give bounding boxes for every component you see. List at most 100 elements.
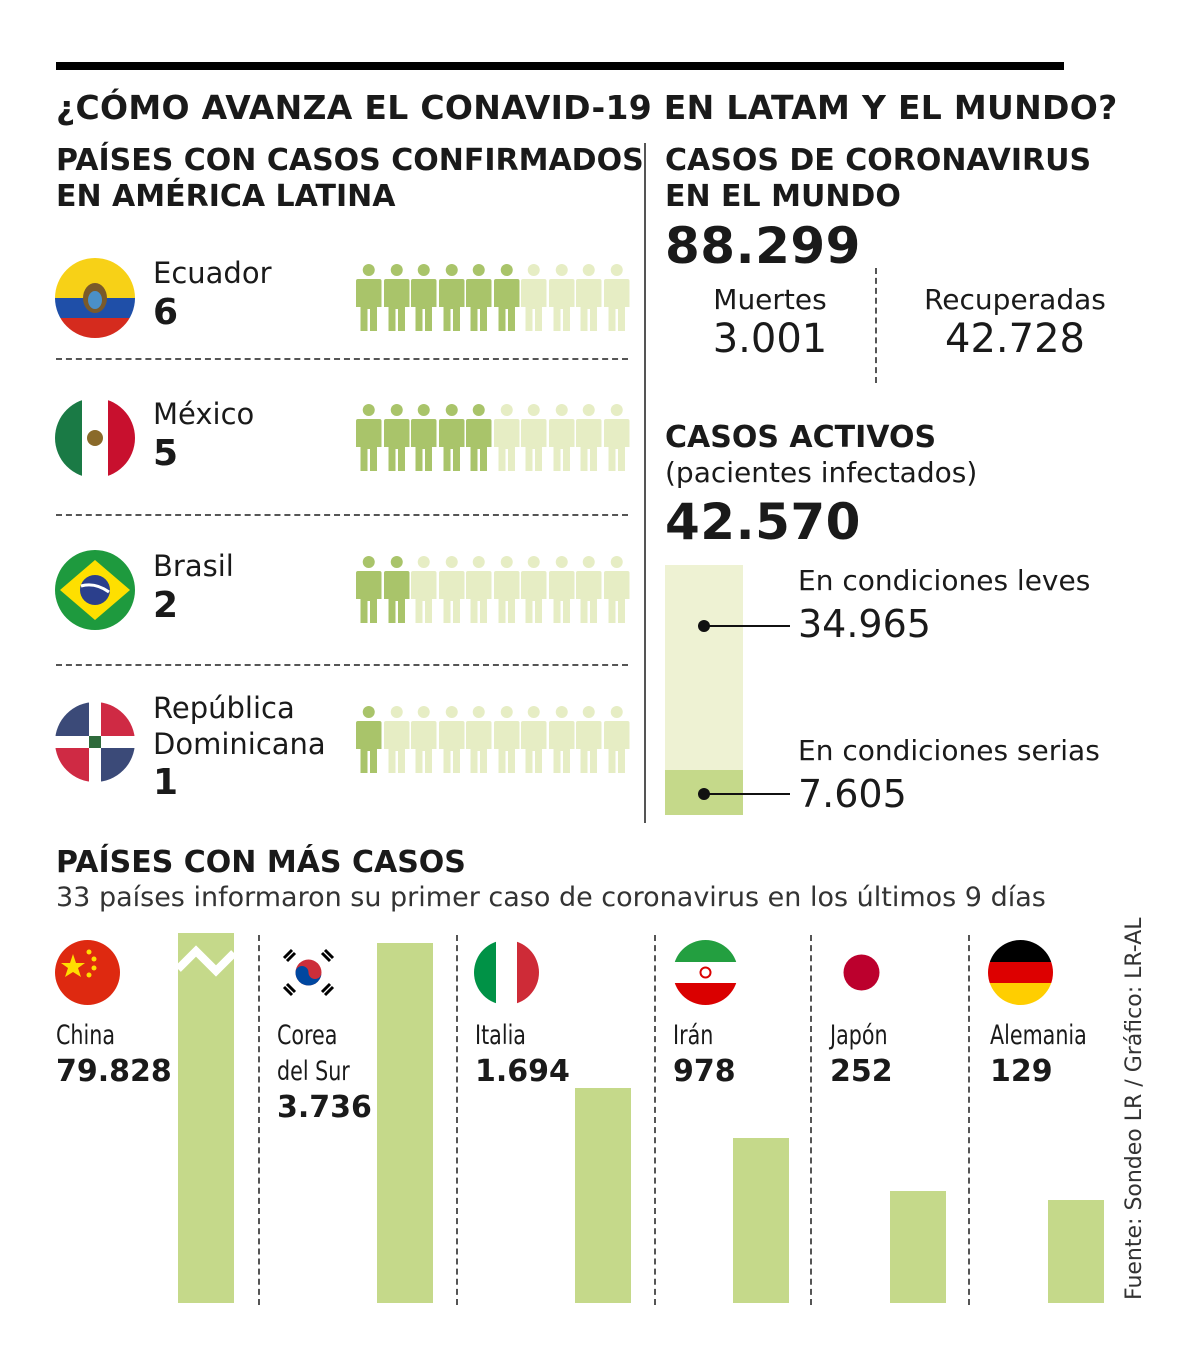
world-heading: CASOS DE CORONAVIRUS EN EL MUNDO xyxy=(665,143,1091,215)
country-name-line1: República xyxy=(153,691,295,725)
person-icon-empty xyxy=(438,705,466,775)
country-count: 5 xyxy=(153,433,179,474)
deaths-stat: Muertes 3.001 xyxy=(680,283,860,362)
person-icon-empty xyxy=(520,705,548,775)
column-label-south-korea: Corea del Sur 3.736 xyxy=(277,1018,372,1125)
serious-value: 7.605 xyxy=(798,772,907,816)
country-name-multiline: República Dominicana xyxy=(153,690,326,762)
serious-label: En condiciones serias xyxy=(798,734,1100,767)
germany-flag-icon xyxy=(988,940,1053,1005)
world-total: 88.299 xyxy=(665,217,861,275)
country-name: Alemania xyxy=(990,1020,1087,1051)
latam-heading-line1: PAÍSES CON CASOS CONFIRMADOS xyxy=(56,143,644,178)
main-title: ¿CÓMO AVANZA EL CONAVID-19 EN LATAM Y EL… xyxy=(56,88,1118,127)
china-flag-icon xyxy=(55,940,120,1005)
person-icon-filled xyxy=(465,263,493,333)
column-separator xyxy=(968,935,970,1305)
person-icon-filled xyxy=(355,403,383,473)
deaths-label: Muertes xyxy=(713,283,827,316)
country-name: Irán xyxy=(673,1020,714,1051)
person-icon-filled xyxy=(383,555,411,625)
country-value: 129 xyxy=(990,1054,1053,1089)
column-label-germany: Alemania 129 xyxy=(990,1018,1104,1089)
person-icon-filled xyxy=(493,263,521,333)
mild-label: En condiciones leves xyxy=(798,564,1091,597)
column-label-iran: Irán 978 xyxy=(673,1018,736,1089)
column-separator xyxy=(456,935,458,1305)
column-label-italy: Italia 1.694 xyxy=(475,1018,570,1089)
world-heading-line2: EN EL MUNDO xyxy=(665,179,901,214)
person-icon-filled xyxy=(438,403,466,473)
mexico-flag-icon xyxy=(55,398,135,478)
bar-italia xyxy=(575,1088,631,1303)
column-separator xyxy=(654,935,656,1305)
callout-lines xyxy=(698,620,790,800)
active-heading: CASOS ACTIVOS xyxy=(665,420,937,455)
person-icon-empty xyxy=(465,705,493,775)
person-icon-empty xyxy=(520,403,548,473)
person-icon-empty xyxy=(410,705,438,775)
person-icon-filled xyxy=(355,555,383,625)
bar-alemania xyxy=(1048,1200,1104,1303)
person-icon-empty xyxy=(465,555,493,625)
person-icon-empty xyxy=(603,705,631,775)
row-divider xyxy=(56,358,628,360)
person-icon-filled xyxy=(410,403,438,473)
people-row xyxy=(355,263,630,333)
person-icon-empty xyxy=(548,263,576,333)
person-icon-empty xyxy=(493,555,521,625)
country-value: 79.828 xyxy=(56,1054,172,1089)
person-icon-empty xyxy=(575,555,603,625)
column-divider xyxy=(644,143,646,823)
person-icon-empty xyxy=(438,555,466,625)
person-icon-filled xyxy=(383,263,411,333)
brazil-flag-icon xyxy=(55,550,135,630)
stat-divider xyxy=(875,268,877,383)
country-name: China xyxy=(56,1020,115,1051)
japan-flag-icon xyxy=(829,940,894,1005)
column-label-japan: Japón 252 xyxy=(830,1018,898,1089)
active-subheading: (pacientes infectados) xyxy=(665,456,978,489)
source-credit: Fuente: Sondeo LR / Gráfico: LR-AL xyxy=(1122,917,1147,1300)
active-mild-bar xyxy=(665,565,743,770)
dominican-republic-flag-icon xyxy=(55,702,135,782)
south-korea-flag-icon xyxy=(276,940,341,1005)
people-row xyxy=(355,403,630,473)
person-icon-empty xyxy=(383,705,411,775)
country-name: Ecuador xyxy=(153,256,272,290)
country-value: 252 xyxy=(830,1054,893,1089)
mild-value: 34.965 xyxy=(798,602,931,646)
person-icon-filled xyxy=(465,403,493,473)
active-total: 42.570 xyxy=(665,493,861,551)
person-icon-empty xyxy=(548,705,576,775)
ecuador-flag-icon xyxy=(55,258,135,338)
person-icon-empty xyxy=(520,263,548,333)
person-icon-filled xyxy=(355,263,383,333)
person-icon-empty xyxy=(493,403,521,473)
recovered-value: 42.728 xyxy=(945,316,1085,362)
person-icon-empty xyxy=(548,403,576,473)
person-icon-filled xyxy=(355,705,383,775)
country-count: 2 xyxy=(153,585,179,626)
person-icon-empty xyxy=(603,403,631,473)
row-divider xyxy=(56,664,628,666)
country-value: 1.694 xyxy=(475,1054,570,1089)
person-icon-empty xyxy=(548,555,576,625)
bar-china xyxy=(178,933,234,1303)
person-icon-empty xyxy=(520,555,548,625)
person-icon-filled xyxy=(438,263,466,333)
person-icon-filled xyxy=(383,403,411,473)
person-icon-empty xyxy=(410,555,438,625)
country-value: 3.736 xyxy=(277,1090,372,1125)
recovered-stat: Recuperadas 42.728 xyxy=(905,283,1125,362)
world-heading-line1: CASOS DE CORONAVIRUS xyxy=(665,143,1092,178)
people-row xyxy=(355,705,630,775)
person-icon-empty xyxy=(575,403,603,473)
country-name: México xyxy=(153,397,255,431)
top-subtitle: 33 países informaron su primer caso de c… xyxy=(56,882,1046,913)
person-icon-empty xyxy=(493,705,521,775)
recovered-label: Recuperadas xyxy=(924,283,1106,316)
bar-japón xyxy=(890,1191,946,1303)
top-heading: PAÍSES CON MÁS CASOS xyxy=(56,845,466,880)
latam-heading-line2: EN AMÉRICA LATINA xyxy=(56,179,396,214)
